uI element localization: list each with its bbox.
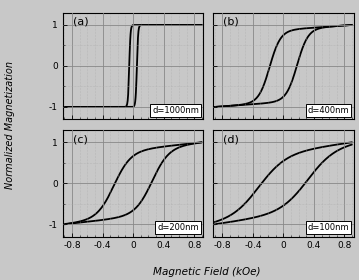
Text: Magnetic Field (kOe): Magnetic Field (kOe) (153, 267, 260, 277)
Text: d=200nm: d=200nm (158, 223, 199, 232)
Text: (a): (a) (73, 17, 88, 27)
Text: d=100nm: d=100nm (308, 223, 349, 232)
Text: d=400nm: d=400nm (308, 106, 349, 115)
Text: (c): (c) (73, 134, 88, 144)
Text: (b): (b) (223, 17, 239, 27)
Text: d=1000nm: d=1000nm (152, 106, 199, 115)
Text: Normalized Magnetization: Normalized Magnetization (5, 60, 15, 189)
Text: (d): (d) (223, 134, 239, 144)
